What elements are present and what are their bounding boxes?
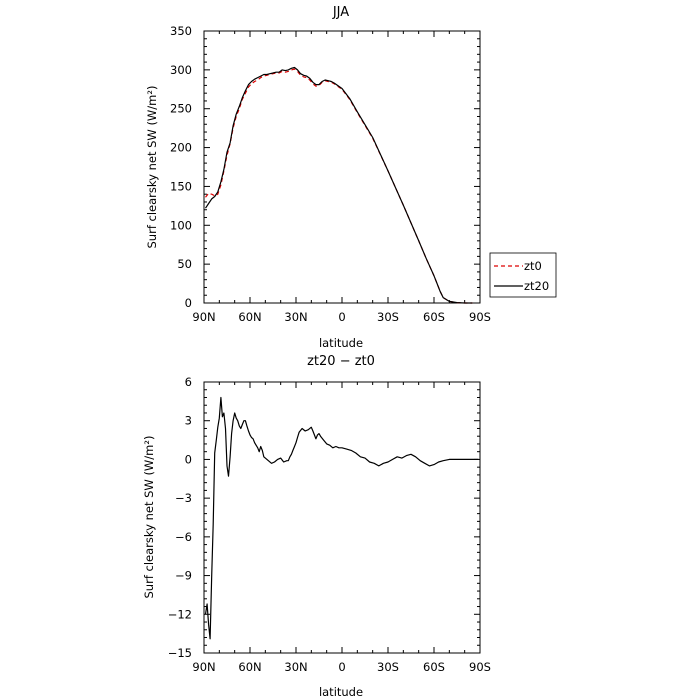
top-ytick-label: 0 <box>185 296 192 310</box>
top-series-zt20 <box>204 66 473 304</box>
legend-label-zt20: zt20 <box>524 279 549 293</box>
top-y-axis-label: Surf clearsky net SW (W/m²) <box>145 86 159 249</box>
top-xtick-label: 60S <box>423 310 445 324</box>
top-ytick-label: 200 <box>170 141 192 155</box>
bottom-xtick-label: 60N <box>238 660 261 674</box>
top-plot-frame <box>203 30 481 304</box>
legend-box <box>489 252 557 298</box>
top-series-lines <box>204 66 473 304</box>
bottom-chart-title: zt20 − zt0 <box>307 354 375 369</box>
top-ticks: 90N 60N 30N 0 30S 60S 90S 0 50 100 150 200 250 300 350 <box>170 24 491 324</box>
bottom-xtick-label: 30N <box>284 660 307 674</box>
bottom-xtick-label: 90S <box>469 660 491 674</box>
legend-label-zt0: zt0 <box>524 259 542 273</box>
top-xtick-label: 60N <box>238 310 261 324</box>
top-ytick-label: 350 <box>170 24 192 38</box>
top-ytick-label: 150 <box>170 179 192 193</box>
bottom-series-line-0 <box>204 396 479 640</box>
panel-difference: zt20 − zt0 90N 60N 30N 0 30S 60S 90S 6 3 0 −3 −6 −9 −… <box>142 354 491 699</box>
bottom-series-lines <box>204 396 479 640</box>
top-series-zt0 <box>205 68 473 304</box>
bottom-x-axis-label: latitude <box>319 685 363 699</box>
top-xtick-label: 30S <box>377 310 399 324</box>
bottom-xtick-label: 30S <box>377 660 399 674</box>
bottom-xtick-label: 90N <box>192 660 215 674</box>
top-ytick-label: 250 <box>170 102 192 116</box>
bottom-xtick-label: 0 <box>338 660 345 674</box>
panel-jja: JJA 90N 60N 30N 0 30S 60S 90S 0 50 100 150 200 250 30… <box>145 5 557 350</box>
bottom-ytick-label: −9 <box>175 569 192 583</box>
bottom-ytick-label: −12 <box>168 607 192 621</box>
top-xtick-label: 30N <box>284 310 307 324</box>
top-ytick-label: 50 <box>177 257 192 271</box>
top-chart-title: JJA <box>332 5 349 20</box>
bottom-ytick-label: 0 <box>185 452 192 466</box>
legend: zt0 zt20 <box>489 252 557 298</box>
bottom-ytick-label: 3 <box>185 414 192 428</box>
top-xtick-label: 90S <box>469 310 491 324</box>
top-xtick-label: 0 <box>338 310 345 324</box>
bottom-ytick-label: −15 <box>168 646 192 660</box>
bottom-xtick-label: 60S <box>423 660 445 674</box>
top-x-axis-label: latitude <box>319 336 363 350</box>
top-xtick-label: 90N <box>192 310 215 324</box>
bottom-ytick-label: −3 <box>175 491 192 505</box>
top-ytick-label: 100 <box>170 218 192 232</box>
bottom-ticks: 90N 60N 30N 0 30S 60S 90S 6 3 0 −3 −6 −9 −12 −15 <box>168 375 491 674</box>
bottom-y-axis-label: Surf clearsky net SW (W/m²) <box>142 436 156 599</box>
bottom-ytick-label: −6 <box>175 530 192 544</box>
bottom-ytick-label: 6 <box>185 375 192 389</box>
top-ytick-label: 300 <box>170 63 192 77</box>
